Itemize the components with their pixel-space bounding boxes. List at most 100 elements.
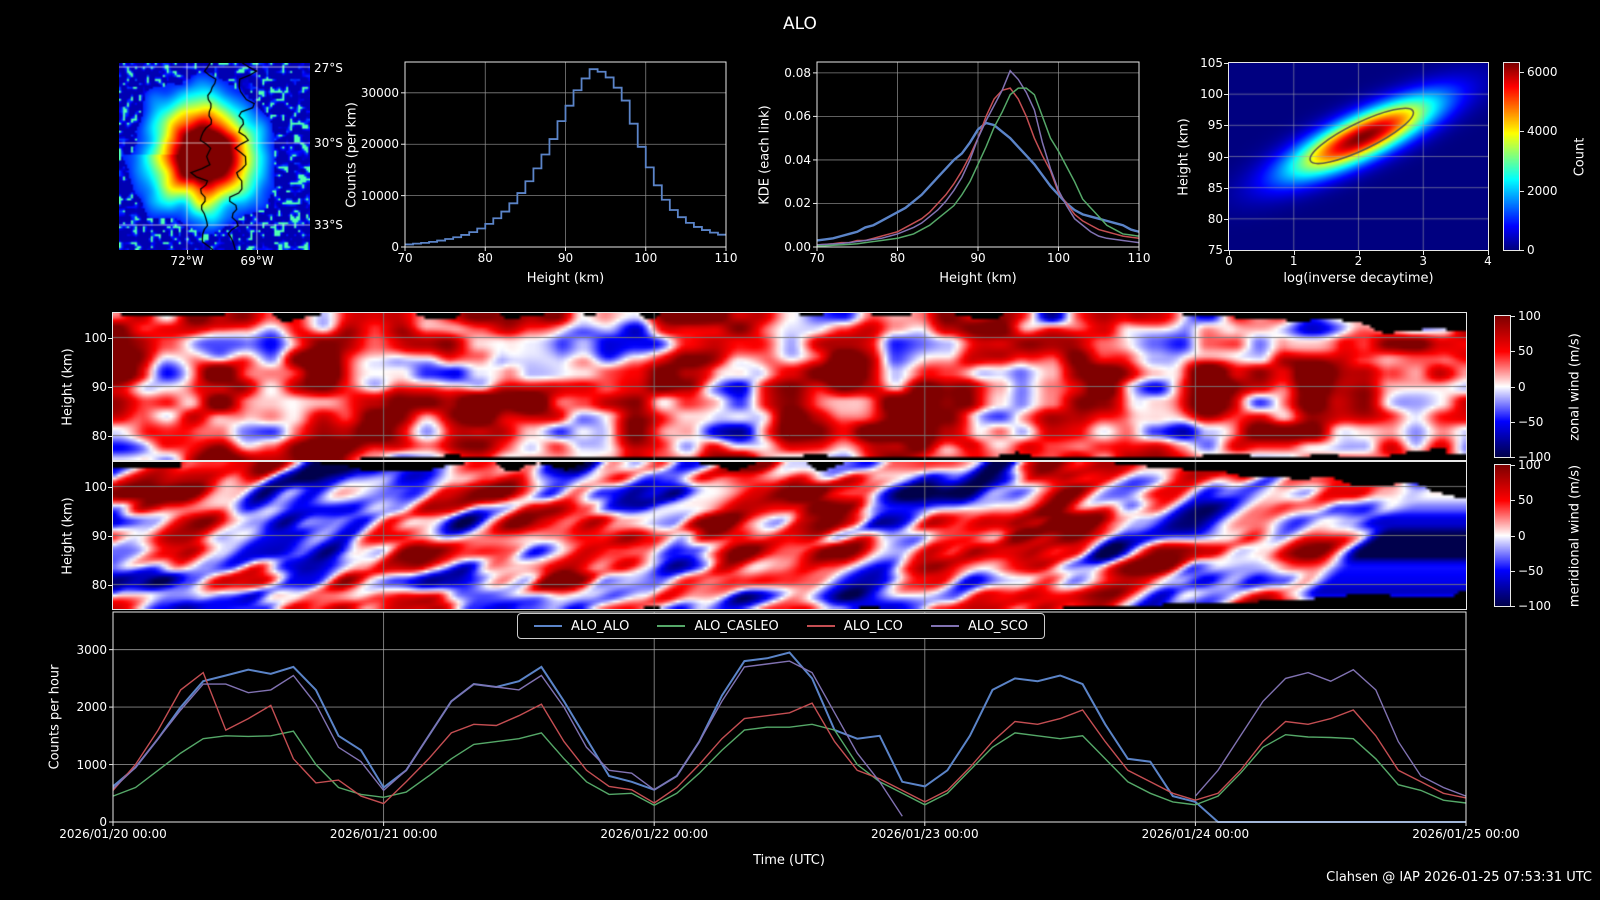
meridional_wind-grid-overlay [113,462,1466,609]
tick-mark [1520,250,1524,251]
decay-cb-tick: 6000 [1527,64,1558,79]
tick-mark [187,250,188,254]
tick-mark [1224,250,1228,251]
map-xtick: 72°W [170,254,204,268]
decay-ytick: 80 [1207,211,1223,226]
tick-mark [108,486,112,488]
zonal_wind-ytick: 80 [91,428,107,443]
tick-mark [108,584,112,586]
hist-ytick: 10000 [360,188,399,203]
hist-xtick: 100 [634,251,658,265]
decay-xtick: 3 [1419,254,1428,268]
decay-ylabel: Height (km) [1176,117,1192,196]
tick-mark [1520,71,1524,73]
kde-ytick: 0.02 [784,196,811,211]
legend-label: ALO_ALO [571,618,630,634]
legend-item-ALO_ALO: ALO_ALO [534,619,629,634]
tick-mark [1511,316,1515,317]
kde-plot [813,61,1140,251]
counts-xtick: 2026/01/20 00:00 [59,827,167,841]
tick-mark [1293,251,1295,255]
map-ytick: 33°S [314,218,343,232]
counts-ylabel: Counts per hour [47,664,63,770]
tick-mark [1224,156,1228,158]
decay-heatmap-overlay [1228,62,1489,251]
hist-xtick: 70 [397,251,413,265]
decay-cb-tick: 2000 [1527,183,1558,198]
legend-swatch-ALO_CASLEO [657,625,686,627]
counts-ytick: 0 [99,815,107,829]
meridional_wind-cb-tick: 100 [1518,458,1541,472]
decay-cb-tick: 4000 [1527,124,1558,139]
decay-ytick: 95 [1207,118,1223,133]
map-xtick: 69°W [240,254,274,268]
page-title: ALO [783,14,817,34]
meridional_wind-ylabel: Height (km) [60,496,76,575]
tick-mark [1224,94,1228,96]
meridional_wind-colorbar [1494,464,1511,607]
decay-cb-label: Count [1572,137,1588,176]
zonal_wind-cb-label: zonal wind (m/s) [1567,332,1583,441]
meridional_wind-cb-tick: −50 [1518,563,1544,578]
zonal_wind-cb-tick: 0 [1518,379,1526,394]
legend: ALO_ALO ALO_CASLEO ALO_LCO ALO_SCO [517,613,1045,639]
kde-ytick: 0.00 [784,240,811,254]
counts-xtick: 2026/01/22 00:00 [600,827,708,841]
tick-mark [1511,570,1515,572]
decay-xtick: 0 [1225,254,1233,268]
tick-mark [1224,63,1228,64]
zonal_wind-ytick: 90 [91,379,107,394]
zonal_wind-ytick: 100 [84,330,107,345]
counts-ytick: 2000 [76,700,107,715]
hist-ytick: 0 [391,240,399,254]
tick-mark [1224,218,1228,220]
kde-xtick: 100 [1047,251,1070,265]
meridional_wind-cb-label: meridional wind (m/s) [1567,464,1583,607]
zonal_wind-cb-tick: 100 [1518,309,1541,323]
zonal_wind-colorbar [1494,315,1511,458]
zonal_wind-ylabel: Height (km) [60,347,76,426]
meridional_wind-cb-tick: 0 [1518,528,1526,543]
legend-swatch-ALO_SCO [931,625,960,627]
zonal_wind-grid-overlay [113,313,1466,460]
zonal_wind-cb-tick: −50 [1518,414,1544,429]
footer-credit: Clahsen @ IAP 2026-01-25 07:53:31 UTC [1326,870,1592,885]
counts-ytick: 3000 [76,642,107,657]
decay-ytick: 85 [1207,180,1223,195]
kde-ylabel: KDE (each link) [757,104,773,205]
legend-swatch-ALO_LCO [806,625,835,627]
kde-ytick: 0.06 [784,109,811,124]
decay-ytick: 90 [1207,149,1223,164]
tick-mark [108,435,112,437]
meridional_wind-cb-tick: −100 [1518,599,1551,613]
tick-mark [1423,251,1425,255]
decay-ytick: 105 [1200,56,1223,70]
hist-xtick: 110 [714,251,738,265]
kde-xlabel: Height (km) [939,271,1017,286]
tick-mark [1511,421,1515,423]
legend-swatch-ALO_ALO [534,625,562,627]
counts-xtick: 2026/01/25 00:00 [1412,827,1520,841]
hist-ytick: 20000 [360,137,399,152]
decay-xtick: 1 [1289,254,1298,268]
zonal_wind-cb-tick: −100 [1518,450,1551,464]
tick-mark [1488,251,1489,255]
meridional_wind-ytick: 80 [91,577,107,592]
decay-xtick: 2 [1354,254,1363,268]
decay-colorbar [1503,62,1520,251]
tick-mark [1511,500,1515,502]
hist-ylabel: Counts (per km) [344,101,360,208]
kde-ytick: 0.08 [784,65,811,80]
counts-xtick: 2026/01/23 00:00 [871,827,979,841]
counts-ytick: 1000 [76,757,107,772]
tick-mark [1224,125,1228,127]
tick-mark [108,386,112,388]
tick-mark [1229,251,1230,255]
tick-mark [1224,187,1228,189]
legend-label: ALO_LCO [843,618,903,634]
legend-label: ALO_SCO [968,618,1028,634]
legend-item-ALO_LCO: ALO_LCO [806,618,903,634]
hist-ytick: 30000 [360,85,399,100]
tick-mark [1511,465,1515,466]
